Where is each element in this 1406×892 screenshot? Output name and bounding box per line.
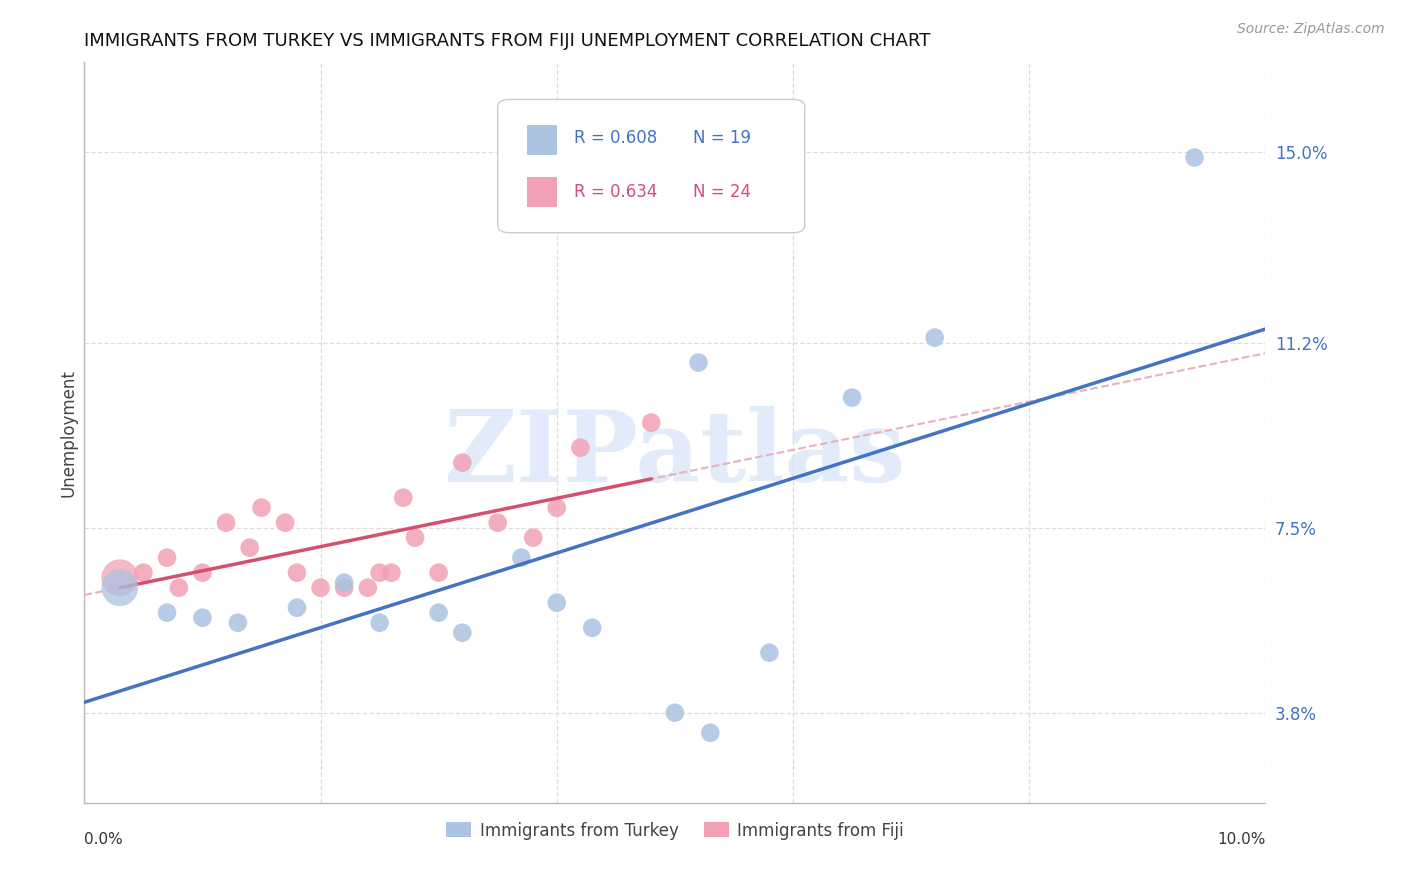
Point (368, 566, 391, 580)
Point (156, 606, 179, 620)
Point (108, 581, 131, 595)
Point (522, 531, 544, 545)
Point (357, 581, 380, 595)
Point (239, 541, 262, 555)
Point (167, 581, 190, 595)
Point (924, 330, 946, 344)
Point (191, 566, 214, 580)
Point (699, 725, 721, 739)
Point (250, 500, 273, 515)
Point (285, 566, 308, 580)
Text: R = 0.634: R = 0.634 (575, 183, 658, 201)
Point (156, 550, 179, 565)
Text: 0.0%: 0.0% (84, 832, 124, 847)
Text: N = 24: N = 24 (693, 183, 751, 201)
Point (404, 531, 426, 545)
Point (758, 646, 780, 660)
Point (486, 516, 509, 530)
Point (285, 600, 308, 615)
Point (132, 566, 155, 580)
Point (451, 456, 474, 470)
Point (664, 706, 686, 720)
Point (427, 606, 450, 620)
FancyBboxPatch shape (498, 99, 804, 233)
Y-axis label: Unemployment: Unemployment (59, 368, 77, 497)
Point (333, 581, 356, 595)
Point (581, 621, 603, 635)
Point (841, 391, 863, 405)
Point (427, 566, 450, 580)
Text: R = 0.608: R = 0.608 (575, 129, 658, 147)
Point (274, 516, 297, 530)
Point (191, 611, 214, 625)
Text: IMMIGRANTS FROM TURKEY VS IMMIGRANTS FROM FIJI UNEMPLOYMENT CORRELATION CHART: IMMIGRANTS FROM TURKEY VS IMMIGRANTS FRO… (84, 32, 931, 50)
Text: N = 19: N = 19 (693, 129, 751, 147)
Point (451, 625, 474, 640)
Point (380, 566, 402, 580)
Legend: Immigrants from Turkey, Immigrants from Fiji: Immigrants from Turkey, Immigrants from … (440, 815, 910, 847)
FancyBboxPatch shape (527, 126, 557, 155)
Point (510, 550, 533, 565)
Point (1184, 151, 1206, 165)
Point (569, 441, 592, 455)
FancyBboxPatch shape (527, 178, 557, 207)
Text: 10.0%: 10.0% (1218, 832, 1265, 847)
Point (546, 500, 568, 515)
Point (392, 491, 415, 505)
Point (688, 355, 710, 369)
Text: Source: ZipAtlas.com: Source: ZipAtlas.com (1237, 22, 1385, 37)
Text: ZIPatlas: ZIPatlas (444, 407, 905, 503)
Point (215, 516, 238, 530)
Point (226, 615, 249, 630)
Point (368, 615, 391, 630)
Point (309, 581, 332, 595)
Point (546, 596, 568, 610)
Point (333, 575, 356, 590)
Point (640, 416, 662, 430)
Point (108, 571, 131, 585)
